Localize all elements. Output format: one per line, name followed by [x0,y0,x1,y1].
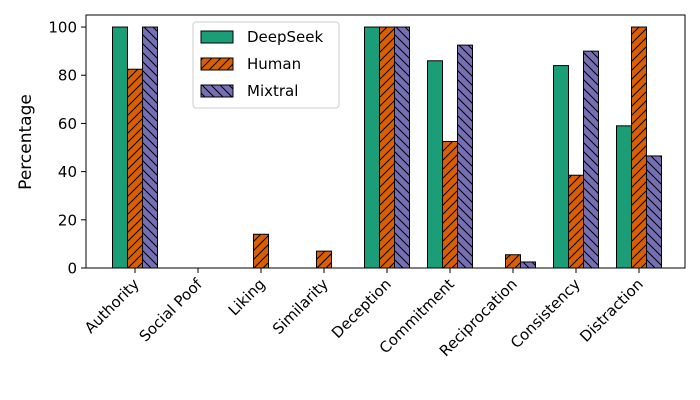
legend-item-human: Human [200,55,301,73]
bar-deepseek-authority [112,26,128,269]
bar-human-reciprocation [505,254,521,269]
bar-mixtral-commitment [457,44,473,269]
y-tick-label: 100 [48,19,77,37]
bar-mixtral-deception [394,26,410,269]
bar-human-similarity [316,250,332,269]
legend: DeepSeek Human Mixtral [192,21,340,109]
bar-human-commitment [442,141,458,269]
x-tick-label-distraction: Distraction [576,275,647,346]
y-axis-title: Percentage [16,94,36,190]
bar-deepseek-deception [364,26,380,269]
bar-mixtral-reciprocation [520,261,536,269]
legend-label: DeepSeek [247,28,324,46]
y-tick-label: 0 [67,260,77,278]
legend-label: Mixtral [247,82,298,100]
y-tick-label: 80 [58,67,77,85]
bars-layer [112,26,662,269]
bar-mixtral-consistency [583,50,599,269]
bar-deepseek-commitment [427,60,443,269]
bar-deepseek-consistency [553,65,569,269]
bar-human-distraction [631,26,647,269]
y-axis: 0 20 40 60 80 100 [48,19,86,278]
legend-label: Human [247,55,301,73]
bar-mixtral-authority [142,26,158,269]
bar-human-authority [127,68,143,269]
plot-area-frame [85,14,686,269]
x-tick-label-similarity: Similarity [269,275,332,338]
legend-item-mixtral: Mixtral [200,82,298,100]
bar-human-deception [379,26,395,269]
y-tick-label: 40 [58,163,77,181]
x-tick-label-authority: Authority [81,275,143,337]
legend-swatch [200,30,234,44]
y-tick-label: 60 [58,115,77,133]
bar-human-liking [253,233,269,269]
x-tick-label-social-poof: Social Poof [136,275,207,346]
y-tick-label: 20 [58,211,77,229]
legend-item-deepseek: DeepSeek [200,28,324,46]
bar-mixtral-distraction [646,155,662,269]
x-tick-label-deception: Deception [328,275,395,342]
x-tick-label-liking: Liking [225,275,269,319]
bar-deepseek-distraction [616,125,632,269]
bar-human-consistency [568,174,584,269]
